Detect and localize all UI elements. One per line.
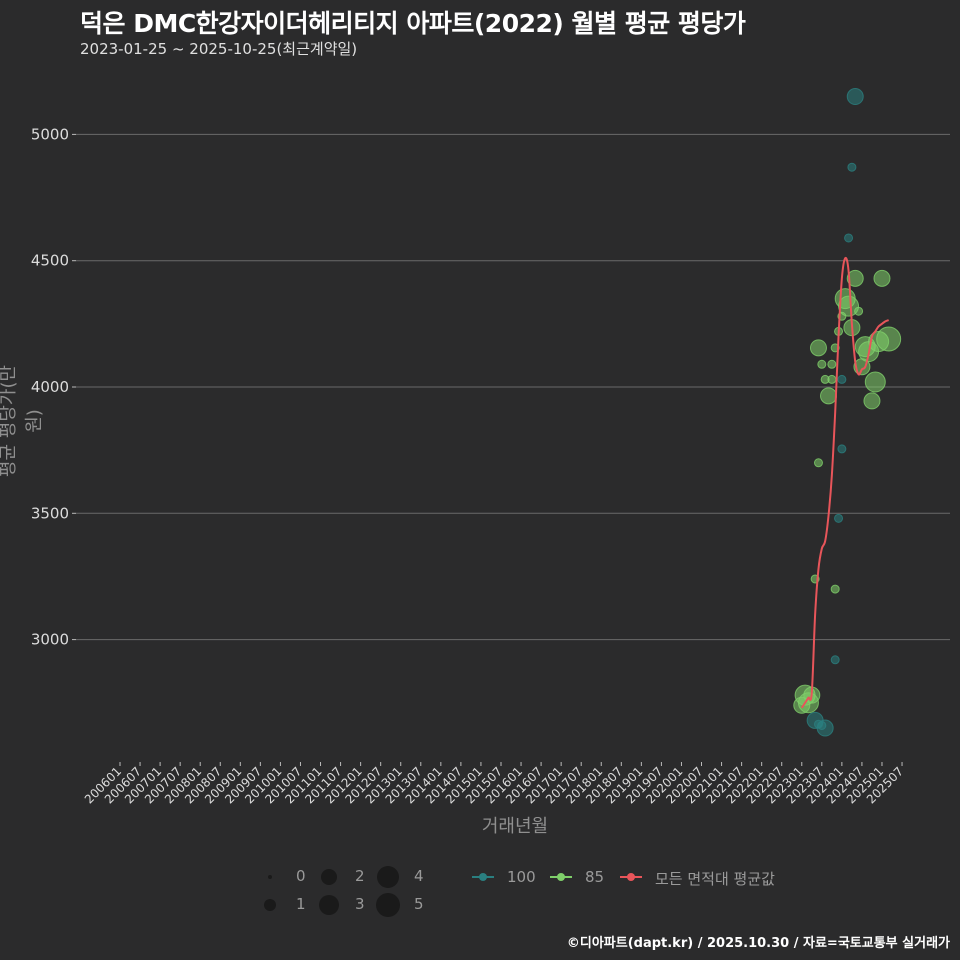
legend-size-label: 0 [296, 867, 306, 885]
data-point-100[interactable] [847, 162, 857, 172]
data-point-85[interactable] [820, 387, 838, 405]
data-point-100[interactable] [830, 655, 840, 665]
data-point-85[interactable] [827, 359, 837, 369]
data-point-100[interactable] [844, 233, 854, 243]
legend-size-label: 2 [355, 867, 365, 885]
legend-swatch-dot-icon [557, 873, 565, 881]
legend-series-label: 모든 면적대 평균값 [655, 870, 775, 888]
data-point-100[interactable] [816, 719, 834, 737]
legend-size-5 [376, 893, 400, 917]
y-tick-label: 5000 [31, 125, 69, 143]
data-point-85[interactable] [809, 339, 827, 357]
data-point-85[interactable] [813, 458, 823, 468]
data-point-85[interactable] [854, 306, 864, 316]
legend-size-2 [321, 869, 337, 885]
legend-size-1 [264, 899, 276, 911]
data-point-100[interactable] [837, 444, 847, 454]
data-point-100[interactable] [834, 513, 844, 523]
data-point-85[interactable] [846, 269, 864, 287]
legend-size-label: 5 [414, 895, 424, 913]
data-point-85[interactable] [873, 269, 891, 287]
data-point-100[interactable] [846, 88, 864, 106]
legend-size-label: 3 [355, 895, 365, 913]
data-point-85[interactable] [864, 371, 886, 393]
legend-swatch-dot-icon [627, 873, 635, 881]
footer-credit: ©디아파트(dapt.kr) / 2025.10.30 / 자료=국토교통부 실… [566, 936, 950, 951]
average-line [800, 256, 890, 709]
y-tick-label: 3500 [31, 504, 69, 522]
legend-size-label: 1 [296, 895, 306, 913]
chart-title: 덕은 DMC한강자이더헤리티지 아파트(2022) 월별 평균 평당가 [80, 9, 746, 38]
data-point-85[interactable] [838, 295, 860, 317]
data-point-85[interactable] [827, 374, 837, 384]
legend-size-0 [268, 875, 272, 879]
legend-size-4 [377, 866, 399, 888]
data-point-100[interactable] [837, 374, 847, 384]
legend: 0 1 2 3 4 5 100 85 모든 면적대 평균값 [260, 862, 820, 922]
legend-series-label: 85 [585, 868, 605, 886]
y-tick-label: 3000 [31, 631, 69, 649]
data-point-85[interactable] [863, 392, 881, 410]
data-point-85[interactable] [817, 359, 827, 369]
legend-series-label: 100 [507, 868, 536, 886]
legend-size-label: 4 [414, 867, 424, 885]
y-axis-label: 평균 평당가(만 원) [0, 364, 45, 478]
y-tick-label: 4500 [31, 252, 69, 270]
x-axis-label: 거래년월 [481, 816, 549, 837]
data-point-85[interactable] [830, 584, 840, 594]
y-tick-label: 4000 [31, 378, 69, 396]
legend-swatch-dot-icon [479, 873, 487, 881]
chart-subtitle: 2023-01-25 ~ 2025-10-25(최근계약일) [80, 40, 358, 58]
legend-size-3 [319, 895, 339, 915]
data-point-85[interactable] [876, 326, 902, 352]
